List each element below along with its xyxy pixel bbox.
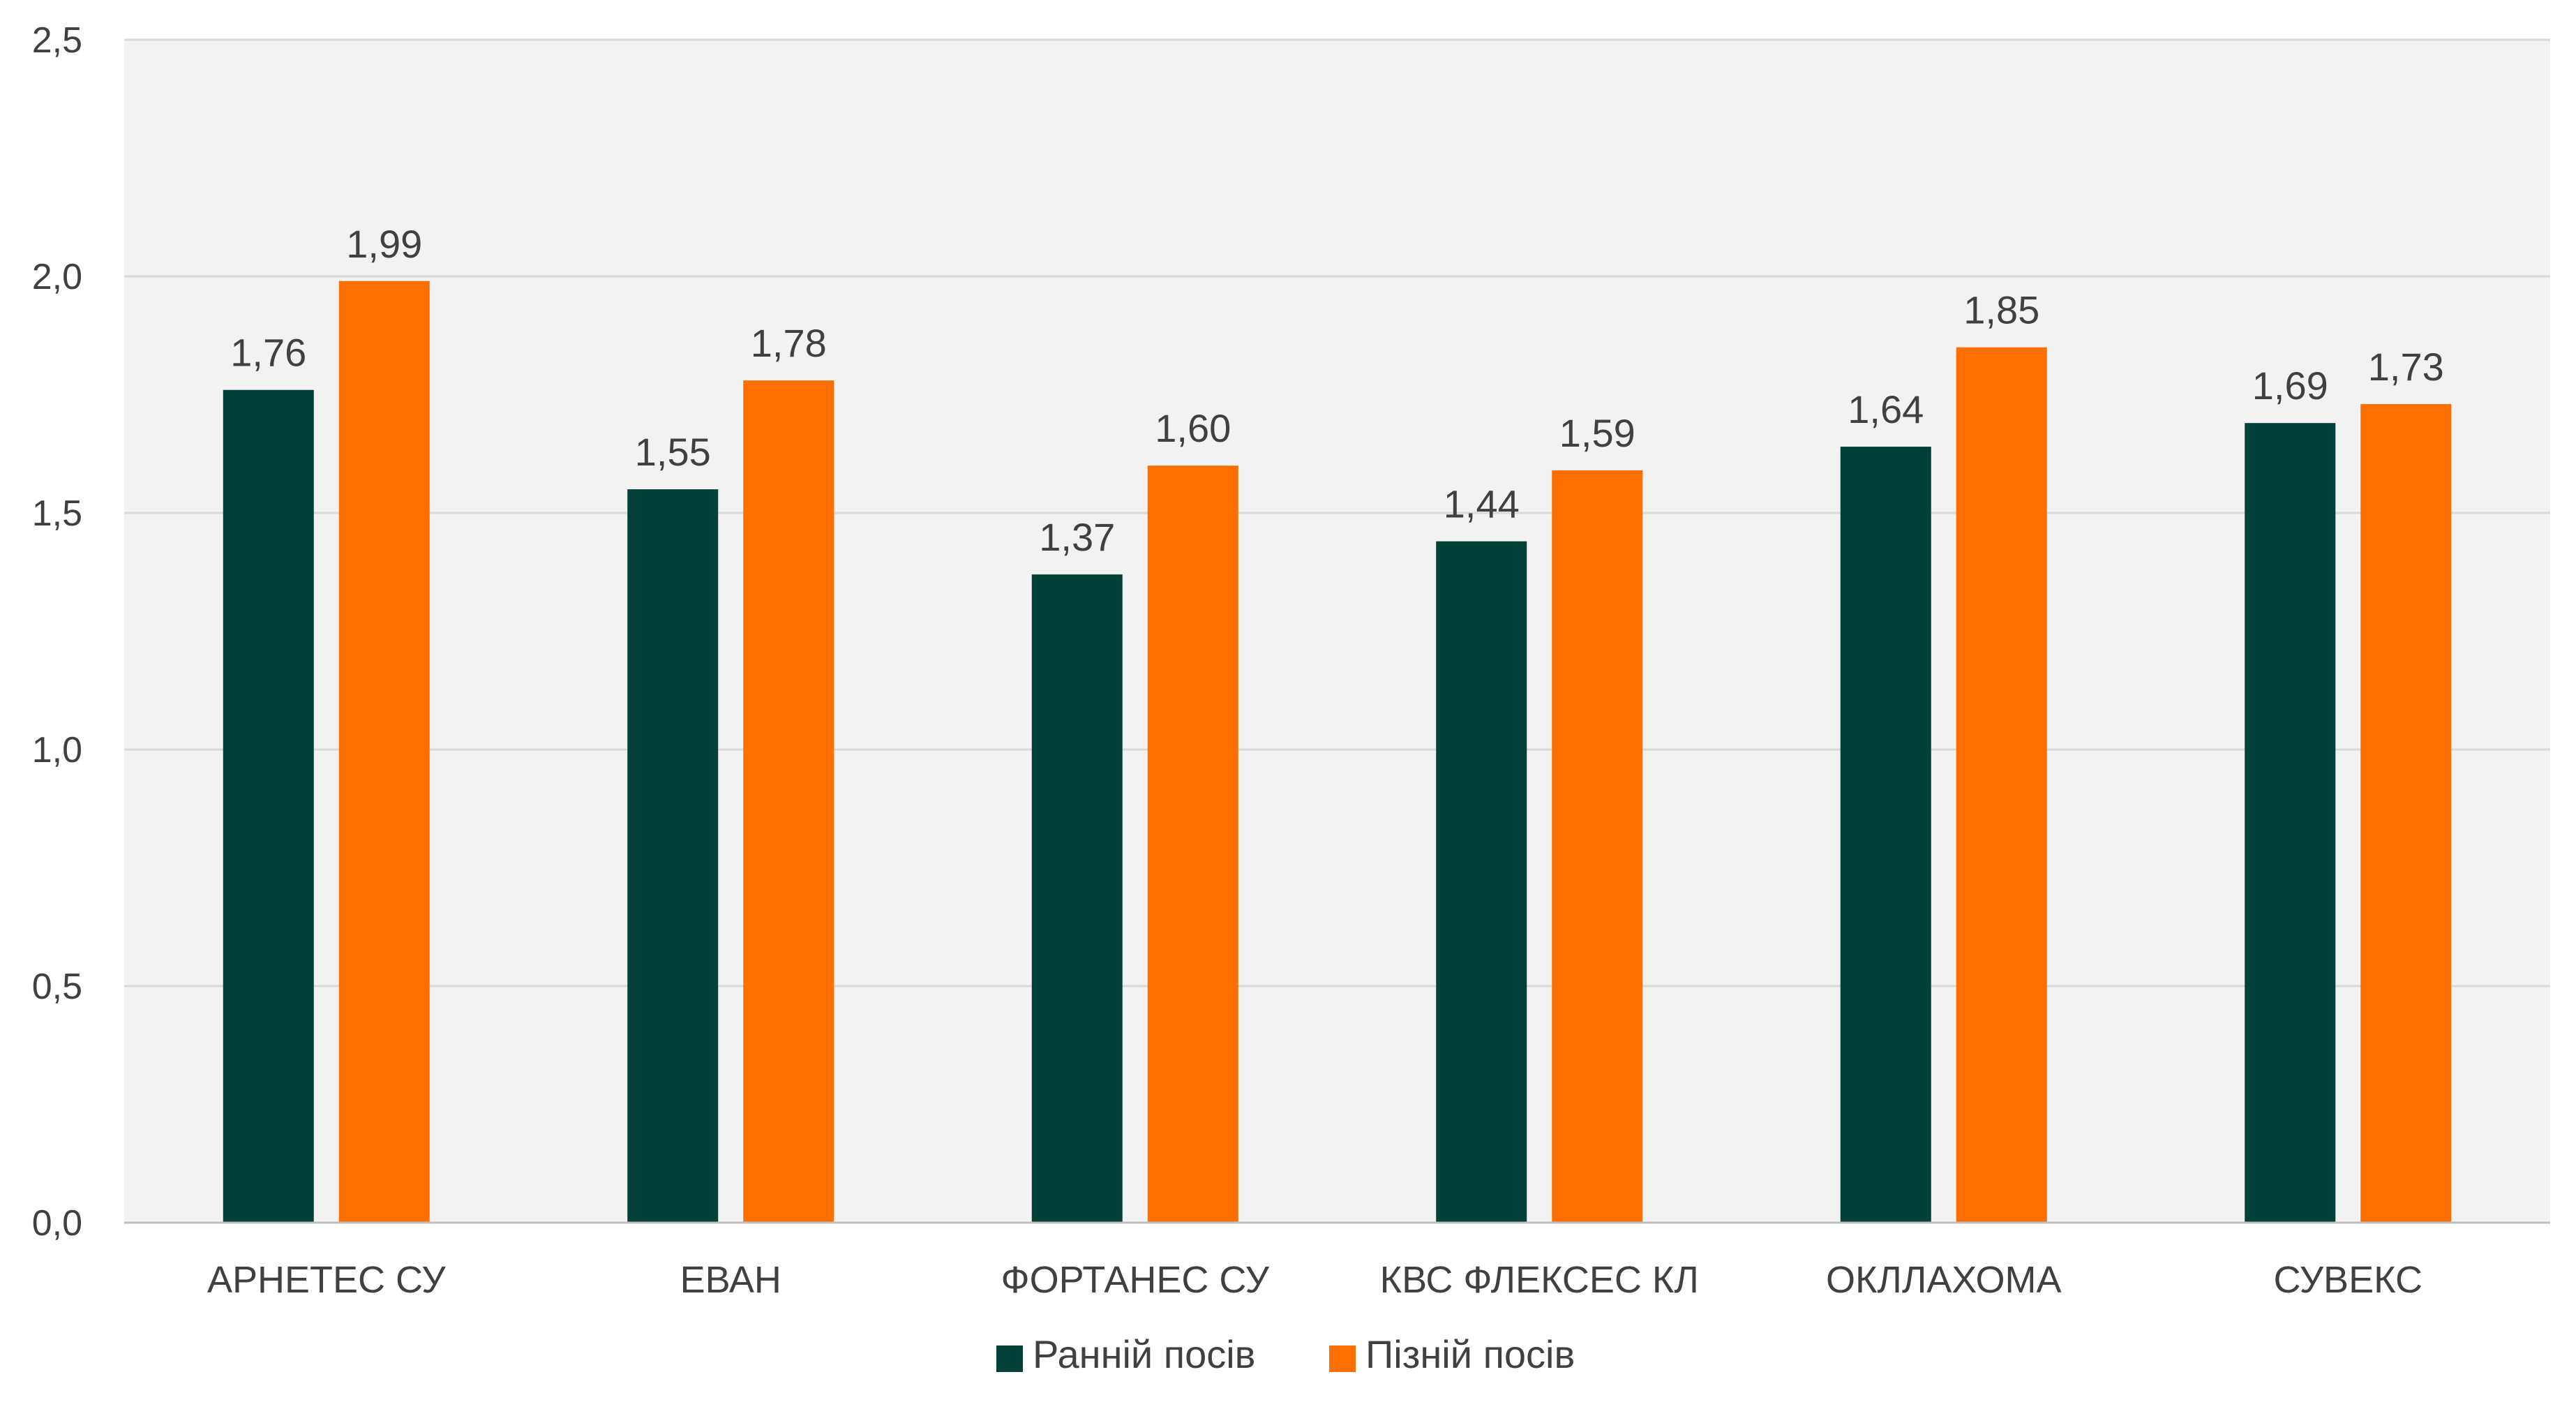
bar-late-sowing <box>743 380 834 1223</box>
bar-late-sowing <box>2360 404 2452 1223</box>
x-axis-categories: АРНЕТЕС СУ ЕВАН ФОРТАНЕС СУ КВС ФЛЕКСЕС КЛ О… <box>207 1259 2423 1301</box>
x-category-label: ФОРТАНЕС СУ <box>1001 1259 1270 1301</box>
y-tick-label: 0,5 <box>32 967 82 1007</box>
x-category-label: КВС ФЛЕКСЕС КЛ <box>1380 1259 1699 1301</box>
data-labels: 1,76 1,99 1,55 1,78 1,37 1,60 1,44 1,59 1,64 1,85… <box>230 222 2444 559</box>
data-label: 1,73 <box>2368 345 2444 389</box>
data-label: 1,85 <box>1963 288 2039 332</box>
gridlines <box>124 38 2550 987</box>
bar-late-sowing <box>1147 465 1238 1223</box>
data-label: 1,59 <box>1559 411 1635 455</box>
data-label: 1,60 <box>1155 406 1231 450</box>
y-axis-ticks: 0,0 0,5 1,0 1,5 2,0 2,5 <box>32 20 82 1244</box>
bar-late-sowing <box>1956 347 2047 1223</box>
bar-early-sowing <box>2245 423 2336 1223</box>
bar-early-sowing <box>223 389 314 1223</box>
legend: Ранній посів Пізній посів <box>996 1332 1575 1376</box>
y-tick-label: 1,5 <box>32 493 82 534</box>
x-category-label: ОКЛЛАХОМА <box>1826 1259 2062 1301</box>
bar-late-sowing <box>1552 470 1643 1223</box>
bars <box>223 281 2452 1223</box>
data-label: 1,99 <box>346 222 422 266</box>
data-label: 1,55 <box>635 430 711 474</box>
bar-early-sowing <box>1031 574 1123 1223</box>
x-category-label: СУВЕКС <box>2274 1259 2423 1301</box>
data-label: 1,78 <box>751 321 827 365</box>
y-tick-label: 2,5 <box>32 20 82 61</box>
legend-label: Ранній посів <box>1033 1332 1255 1376</box>
x-category-label: ЕВАН <box>680 1259 781 1301</box>
data-label: 1,69 <box>2252 364 2328 408</box>
legend-swatch <box>996 1345 1023 1372</box>
legend-swatch <box>1329 1345 1356 1372</box>
y-tick-label: 1,0 <box>32 730 82 770</box>
plot-area <box>124 40 2550 1223</box>
bar-early-sowing <box>1436 541 1527 1223</box>
x-category-label: АРНЕТЕС СУ <box>207 1259 446 1301</box>
y-tick-label: 0,0 <box>32 1203 82 1244</box>
y-tick-label: 2,0 <box>32 257 82 297</box>
bar-early-sowing <box>1840 447 1931 1223</box>
data-label: 1,76 <box>230 331 306 375</box>
legend-label: Пізній посів <box>1365 1332 1575 1376</box>
data-label: 1,37 <box>1039 515 1115 559</box>
bar-early-sowing <box>627 489 719 1223</box>
data-label: 1,64 <box>1848 387 1924 431</box>
data-label: 1,44 <box>1444 482 1520 526</box>
bar-late-sowing <box>338 281 430 1223</box>
